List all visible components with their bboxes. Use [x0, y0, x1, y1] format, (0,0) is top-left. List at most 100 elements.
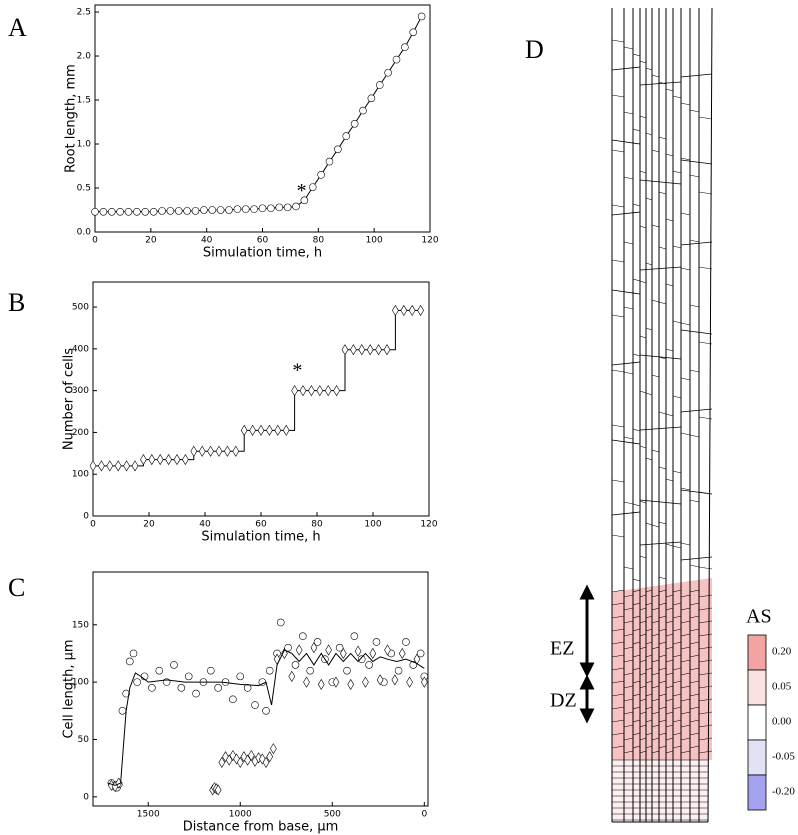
cell-wall [680, 750, 691, 754]
plot-frame [94, 4, 431, 233]
zone-label: DZ [550, 690, 577, 712]
cell-wall [611, 732, 625, 736]
data-point [257, 424, 265, 436]
cell-wall [632, 732, 641, 736]
data-point [350, 632, 359, 641]
data-point [310, 642, 318, 654]
cell-wall [632, 745, 641, 749]
cell-wall [698, 724, 713, 728]
cell-wall [698, 594, 713, 598]
data-point [265, 666, 274, 675]
data-point [300, 196, 309, 205]
cell-wall [645, 457, 653, 461]
data-point [367, 94, 376, 103]
root-diagram [611, 7, 713, 823]
data-point [306, 666, 314, 675]
cell-wall [645, 392, 653, 396]
cell-wall [639, 607, 647, 611]
y-tick-label: 200 [72, 428, 89, 438]
cell-wall [623, 724, 634, 728]
cell-wall [658, 680, 667, 684]
data-point [207, 445, 214, 457]
cell-wall [632, 628, 641, 632]
x-tick-label: 20 [145, 236, 157, 246]
data-point [334, 145, 342, 154]
cell-wall [632, 353, 641, 357]
cell-wall [611, 693, 625, 697]
data-point [384, 68, 392, 77]
data-point [89, 460, 97, 472]
x-axis-label: Simulation time, h [201, 530, 320, 545]
cell-wall [645, 132, 653, 136]
y-tick-label: 2.0 [77, 52, 92, 62]
cell-wall [672, 693, 682, 697]
legend-swatch [747, 634, 767, 671]
cell-wall [611, 479, 625, 483]
cell-wall [680, 102, 691, 106]
cell-wall [658, 667, 667, 671]
data-point [384, 644, 391, 656]
cell-wall [658, 521, 667, 525]
cell-wall [639, 633, 647, 637]
cell-wall [651, 711, 660, 715]
cell-wall [698, 750, 713, 754]
division-zone [612, 760, 708, 822]
data-point [313, 638, 322, 646]
cell-wall [689, 628, 700, 632]
cell-wall [639, 179, 682, 185]
cell-wall [672, 545, 682, 549]
cell-wall [689, 732, 700, 736]
x-tick-label: 100 [364, 520, 381, 530]
cell-wall [611, 439, 641, 445]
x-tick-label: 80 [313, 236, 325, 246]
x-tick-label: 120 [421, 236, 438, 246]
data-point [365, 661, 373, 669]
cell-wall [680, 556, 713, 561]
cell-wall [665, 698, 674, 702]
cell-wall [632, 693, 641, 697]
cell-wall [611, 641, 625, 645]
cell-wall [651, 724, 660, 728]
cell-wall [651, 374, 660, 378]
data-point [224, 445, 231, 457]
x-tick-label: 0 [421, 810, 427, 820]
cell-wall [632, 128, 641, 132]
data-point [303, 676, 310, 688]
cell-wall [658, 246, 667, 250]
cell-wall [639, 555, 647, 559]
cell-wall [680, 594, 691, 598]
cell-wall [665, 646, 674, 650]
cell-wall [658, 576, 667, 580]
series-line [107, 649, 425, 786]
data-point [402, 638, 410, 646]
cell-wall [680, 698, 691, 702]
cell-wall [632, 428, 641, 432]
cell-wall [680, 377, 691, 381]
cell-wall [658, 411, 667, 415]
cell-wall [698, 620, 713, 624]
cell-wall [680, 542, 691, 546]
x-tick-label: 20 [143, 520, 155, 530]
cell-wall [698, 491, 713, 495]
cell-wall [672, 706, 682, 710]
data-point [375, 344, 382, 356]
cell-wall [611, 511, 641, 516]
cell-wall [623, 659, 634, 663]
cell-wall [632, 203, 641, 207]
data-point [292, 202, 300, 211]
panel-label: A [8, 13, 27, 42]
cell-wall [680, 157, 691, 161]
x-tick-label: 1000 [229, 810, 252, 820]
data-point [299, 632, 307, 641]
data-point [342, 132, 351, 140]
cell-wall [645, 615, 653, 619]
data-point [236, 672, 245, 681]
data-point [275, 203, 284, 212]
data-point [354, 645, 362, 657]
cell-wall [665, 633, 674, 637]
cell-wall [623, 737, 634, 741]
cell-wall [611, 94, 625, 98]
cell-wall [658, 191, 667, 195]
y-axis-label: Number of cells [62, 348, 77, 450]
